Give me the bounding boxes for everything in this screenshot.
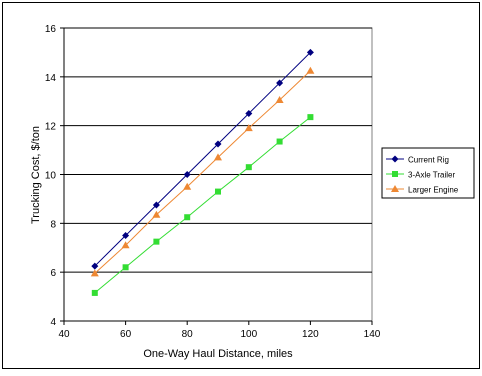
data-point	[121, 241, 130, 249]
x-tick-label: 40	[58, 329, 70, 340]
data-point	[214, 140, 222, 148]
x-tick-label: 140	[364, 329, 381, 340]
y-tick-label: 14	[45, 73, 57, 84]
y-tick-label: 12	[45, 122, 57, 133]
data-point	[306, 48, 314, 56]
x-axis-title: One-Way Haul Distance, miles	[143, 348, 293, 360]
series-line-0	[94, 52, 311, 267]
data-point	[91, 289, 98, 296]
x-tick-label: 100	[240, 329, 257, 340]
data-point	[152, 201, 160, 209]
data-point	[245, 164, 252, 171]
y-tick-label: 10	[45, 171, 57, 182]
data-point	[152, 210, 161, 218]
data-point	[183, 171, 191, 178]
data-point	[122, 264, 129, 271]
series-markers	[90, 48, 315, 296]
y-tick-label: 6	[50, 268, 56, 279]
series-line-1	[94, 116, 311, 294]
legend-marker	[391, 185, 399, 192]
series-lines	[94, 52, 311, 294]
data-point	[214, 153, 222, 161]
data-point	[153, 238, 160, 245]
data-point	[90, 269, 99, 277]
legend: Current Rig 3-Axle Trailer Larger Engine	[381, 147, 475, 199]
data-point	[245, 109, 253, 117]
y-tick-label: 4	[50, 317, 56, 328]
legend-label: Larger Engine	[408, 186, 459, 195]
x-tick-label: 120	[302, 329, 319, 340]
series-line-2	[94, 70, 311, 274]
data-point	[183, 182, 192, 190]
y-tick-label: 16	[45, 24, 57, 35]
legend-label: Current Rig	[408, 156, 449, 165]
data-point	[307, 114, 314, 121]
x-tick-label: 80	[182, 329, 194, 340]
y-tick-label: 8	[50, 219, 56, 230]
y-axis-title: Trucking Cost, $/ton	[30, 126, 42, 224]
legend-label: 3-Axle Trailer	[408, 171, 455, 180]
x-tick-label: 60	[120, 329, 132, 340]
data-point	[276, 79, 284, 87]
axes	[60, 27, 373, 325]
data-point	[91, 262, 99, 270]
legend-marker	[391, 155, 399, 163]
data-point	[244, 124, 253, 132]
legend-marker	[392, 171, 398, 177]
data-point	[215, 188, 221, 195]
tick-labels: 4 6 8 10 12 14 16 40 60 80 100 120 140	[45, 24, 381, 340]
data-point	[275, 96, 284, 104]
gridlines	[64, 27, 372, 273]
data-point	[184, 214, 191, 221]
data-point	[122, 232, 130, 240]
data-point	[276, 138, 283, 145]
data-point	[306, 66, 315, 74]
